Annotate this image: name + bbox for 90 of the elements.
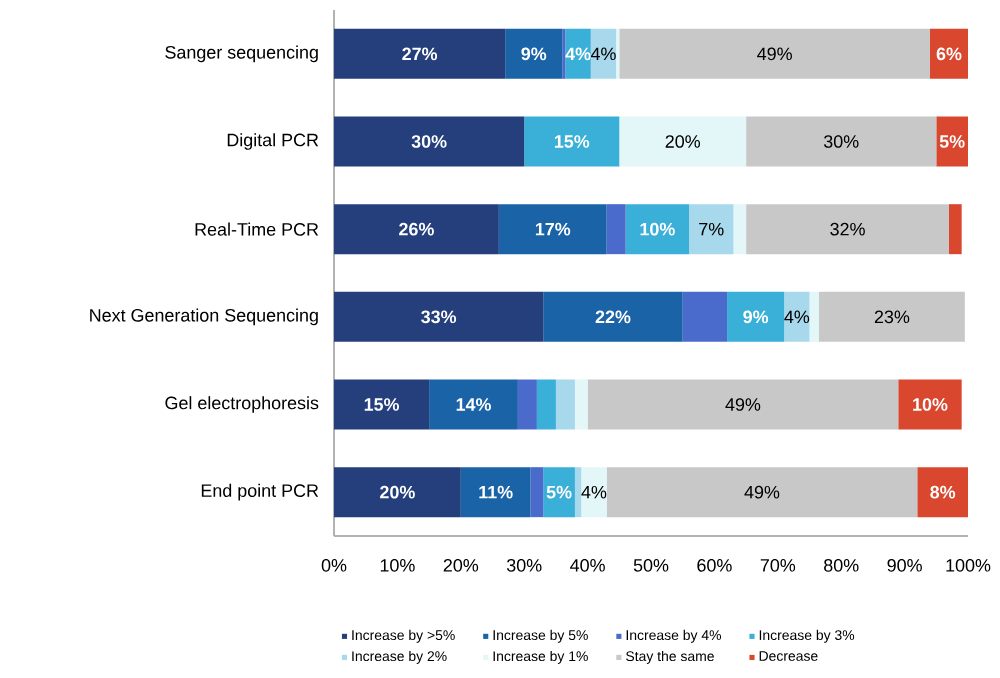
data-label: 7% bbox=[699, 222, 724, 236]
bar bbox=[574, 379, 588, 430]
data-label: 30% bbox=[823, 135, 859, 148]
x-tick-label: 50% bbox=[633, 558, 669, 572]
bar bbox=[590, 28, 617, 79]
data-label: 17% bbox=[535, 222, 571, 236]
x-tick-label: 40% bbox=[570, 558, 605, 572]
bar bbox=[733, 204, 747, 255]
bar bbox=[334, 467, 461, 518]
data-label: 15% bbox=[364, 398, 400, 411]
data-label: 26% bbox=[399, 222, 434, 236]
data-label: 10% bbox=[640, 222, 675, 236]
bar bbox=[929, 28, 969, 79]
x-tick-label: 100% bbox=[946, 558, 991, 572]
bar bbox=[565, 28, 591, 79]
data-label: 22% bbox=[595, 310, 631, 324]
bar bbox=[606, 467, 918, 518]
x-tick-label: 10% bbox=[380, 558, 415, 572]
bar bbox=[689, 204, 734, 255]
y-tick-label: Digital PCR bbox=[227, 133, 319, 150]
data-label: 20% bbox=[665, 135, 701, 148]
data-label: 10% bbox=[913, 398, 948, 411]
bar bbox=[530, 467, 544, 518]
data-label: 49% bbox=[725, 398, 761, 411]
x-tick-label: 90% bbox=[887, 558, 922, 572]
bar bbox=[746, 116, 937, 167]
y-tick-label: Real-Time PCR bbox=[195, 222, 319, 236]
bar bbox=[505, 28, 563, 79]
data-label: 33% bbox=[421, 310, 457, 324]
data-label: 49% bbox=[757, 47, 792, 61]
bar bbox=[819, 291, 965, 342]
data-label: 8% bbox=[930, 485, 956, 499]
data-label: 32% bbox=[830, 222, 865, 236]
data-label: 4% bbox=[590, 47, 616, 61]
bar bbox=[746, 204, 949, 255]
bar bbox=[574, 467, 582, 518]
data-label: 9% bbox=[521, 47, 547, 61]
data-label: 6% bbox=[936, 47, 962, 61]
bar bbox=[587, 379, 899, 430]
data-label: 15% bbox=[554, 135, 590, 148]
x-tick-label: 0% bbox=[321, 558, 347, 572]
data-label: 49% bbox=[744, 485, 780, 499]
bar bbox=[625, 204, 690, 255]
x-tick-label: 60% bbox=[697, 558, 732, 572]
data-label: 5% bbox=[546, 485, 572, 499]
bar bbox=[334, 28, 506, 79]
data-label: 11% bbox=[479, 485, 513, 499]
data-label: 23% bbox=[874, 310, 910, 324]
bar bbox=[334, 204, 499, 255]
bar bbox=[809, 291, 820, 342]
bar bbox=[524, 116, 620, 167]
bar bbox=[949, 204, 962, 255]
data-label: 5% bbox=[939, 135, 965, 148]
bar bbox=[682, 291, 728, 342]
bar bbox=[619, 116, 747, 167]
bar bbox=[543, 467, 575, 518]
bar bbox=[517, 379, 537, 430]
x-tick-label: 30% bbox=[506, 558, 542, 572]
x-tick-label: 70% bbox=[760, 558, 796, 572]
bar bbox=[619, 28, 930, 79]
bar bbox=[784, 291, 810, 342]
data-label: 27% bbox=[402, 47, 438, 61]
y-tick-label: End point PCR bbox=[201, 483, 319, 501]
data-label: 9% bbox=[743, 310, 769, 324]
bar bbox=[460, 467, 531, 518]
bar bbox=[917, 467, 969, 518]
x-tick-label: 80% bbox=[824, 558, 859, 572]
x-tick-label: 20% bbox=[443, 558, 479, 572]
data-label: 4% bbox=[565, 47, 591, 61]
bar bbox=[555, 379, 575, 430]
bar bbox=[334, 379, 430, 430]
bar bbox=[898, 379, 962, 430]
y-tick-label: Sanger sequencing bbox=[165, 45, 318, 63]
bar bbox=[581, 467, 607, 518]
bar bbox=[498, 204, 607, 255]
bar bbox=[727, 291, 785, 342]
bar bbox=[536, 379, 556, 430]
data-label: 14% bbox=[456, 398, 491, 411]
y-tick-label: Next Generation Sequencing bbox=[90, 308, 318, 326]
bar bbox=[936, 116, 969, 167]
bar bbox=[606, 204, 626, 255]
data-label: 30% bbox=[411, 135, 447, 148]
data-label: 4% bbox=[784, 310, 810, 324]
data-label: 20% bbox=[380, 485, 415, 499]
y-tick-label: Gel electrophoresis bbox=[165, 396, 319, 413]
bar bbox=[334, 291, 544, 342]
bar bbox=[543, 291, 683, 342]
bar bbox=[429, 379, 518, 430]
data-label: 4% bbox=[581, 485, 607, 499]
bar bbox=[334, 116, 525, 167]
